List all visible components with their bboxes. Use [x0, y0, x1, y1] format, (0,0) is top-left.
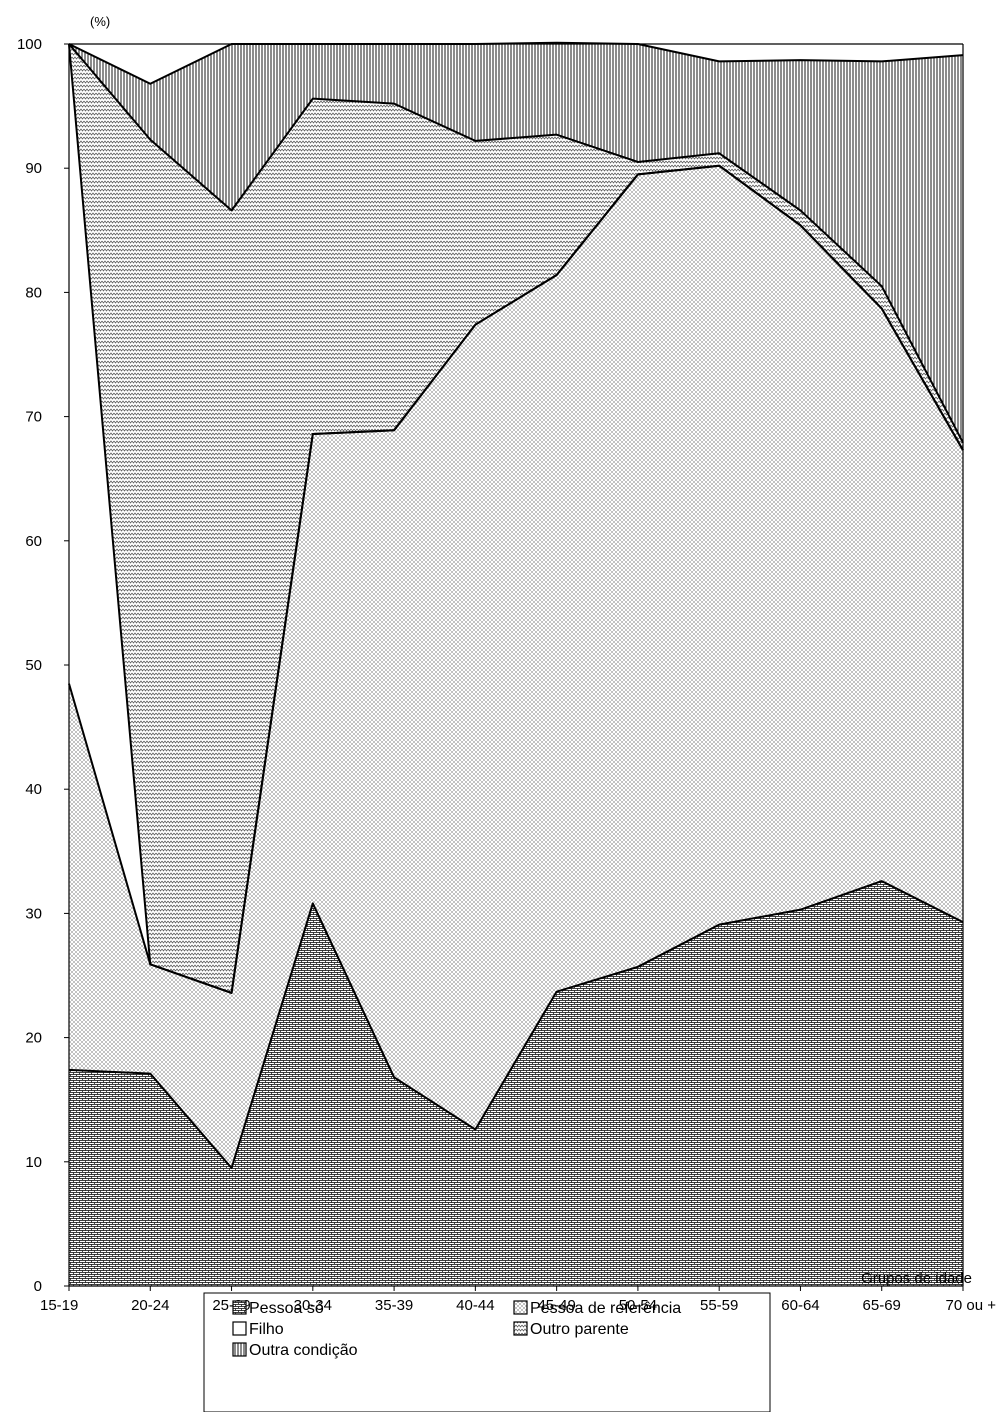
area-outro-parente	[69, 44, 963, 993]
x-tick-label: 35-39	[375, 1297, 413, 1314]
x-tick-label: 70 ou +	[946, 1297, 997, 1314]
legend-swatch	[232, 1342, 247, 1357]
y-tick-label: 20	[25, 1030, 42, 1047]
y-tick-label: 70	[25, 409, 42, 426]
x-tick-label: 45-49	[537, 1297, 575, 1314]
x-tick-label: 30-34	[294, 1297, 332, 1314]
y-unit-label: (%)	[90, 14, 110, 29]
legend-swatch	[232, 1300, 247, 1315]
x-tick-label: 55-59	[700, 1297, 738, 1314]
y-tick-label: 100	[17, 36, 42, 53]
series-boundary-line	[68, 43, 964, 994]
legend-label: Pessoa só	[249, 1300, 324, 1317]
boundaries-layer	[68, 41, 964, 1170]
x-axis-title: Grupos de idade	[861, 1270, 972, 1287]
x-tick-label: 60-64	[781, 1297, 819, 1314]
area-pessoa-so	[69, 881, 963, 1286]
legend-label: Outra condição	[249, 1342, 358, 1359]
legend-label: Outro parente	[530, 1321, 629, 1338]
legend-swatch	[232, 1321, 247, 1336]
series-boundary-line	[68, 880, 964, 1170]
y-tick-label: 90	[25, 160, 42, 177]
x-tick-label: 40-44	[456, 1297, 494, 1314]
series-boundary-line	[68, 43, 964, 444]
legend-swatch	[513, 1300, 528, 1315]
area-pessoa-de-referencia	[69, 165, 963, 1169]
y-tick-label: 50	[25, 657, 42, 674]
legend-label: Filho	[249, 1321, 284, 1338]
y-tick-label: 10	[25, 1154, 42, 1171]
x-tick-label: 65-69	[863, 1297, 901, 1314]
legend-label: Pessoa de referência	[530, 1300, 681, 1317]
x-tick-label: 20-24	[131, 1297, 169, 1314]
series-boundary-line	[68, 41, 964, 85]
legend-box	[203, 1292, 771, 1412]
y-tick-label: 30	[25, 905, 42, 922]
legend: Pessoa só Pessoa de referência Filho Outro …	[203, 1292, 771, 1412]
areas-layer	[69, 42, 963, 1286]
y-tick-label: 0	[34, 1278, 42, 1295]
y-tick-label: 80	[25, 284, 42, 301]
x-tick-label: 15-19	[40, 1297, 78, 1314]
legend-swatch	[513, 1321, 528, 1336]
area-outra-condicao	[69, 42, 963, 443]
x-tick-label: 50-54	[619, 1297, 657, 1314]
y-tick-label: 60	[25, 533, 42, 550]
y-tick-label: 40	[25, 781, 42, 798]
